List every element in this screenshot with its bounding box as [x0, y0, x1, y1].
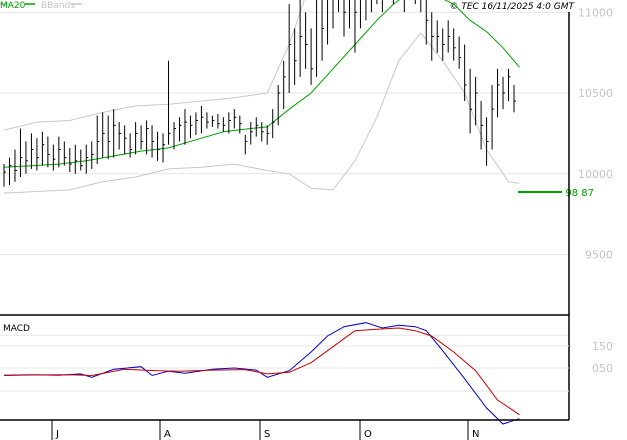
- month-label: N: [472, 429, 479, 440]
- macd-tick-label: 150: [592, 340, 613, 353]
- price-tick-label: 9500: [585, 249, 613, 262]
- price-levels: 111 6798 87: [518, 188, 594, 199]
- price-tick-label: 11000: [578, 6, 613, 19]
- month-label: A: [164, 429, 171, 440]
- bbands-lower-line: [3, 32, 520, 194]
- ohlc-bars: [3, 0, 516, 187]
- macd-y-axis: 150 050: [592, 340, 613, 375]
- macd-line: [3, 322, 520, 425]
- month-label: O: [364, 429, 372, 440]
- ma20-line: [3, 0, 520, 168]
- copyright-timestamp: © TEC 16/11/2025 4:0 GMT: [449, 2, 575, 12]
- support-level-label: 98 87: [565, 188, 594, 199]
- macd-lines: [3, 322, 520, 425]
- legend-ma20: MA20: [0, 1, 26, 11]
- macd-panel: MACD 150 050: [0, 322, 613, 425]
- legend-bbands: BBands: [41, 1, 75, 11]
- price-tick-label: 10000: [578, 168, 613, 181]
- macd-title: MACD: [3, 324, 30, 334]
- macd-tick-label: 050: [592, 362, 613, 375]
- month-label: J: [55, 429, 59, 440]
- price-panel: 12000115001100010500100009500 111 6798 8…: [0, 0, 613, 420]
- bollinger-bands: [3, 0, 520, 194]
- ma20-path: [3, 0, 520, 168]
- signal-line: [3, 327, 520, 416]
- bbands-upper-line: [3, 0, 305, 131]
- macd-grid: [0, 345, 569, 392]
- price-grid: [0, 11, 569, 336]
- month-label: S: [264, 429, 270, 440]
- price-tick-label: 10500: [578, 87, 613, 100]
- price-y-axis: 12000115001100010500100009500: [578, 6, 613, 262]
